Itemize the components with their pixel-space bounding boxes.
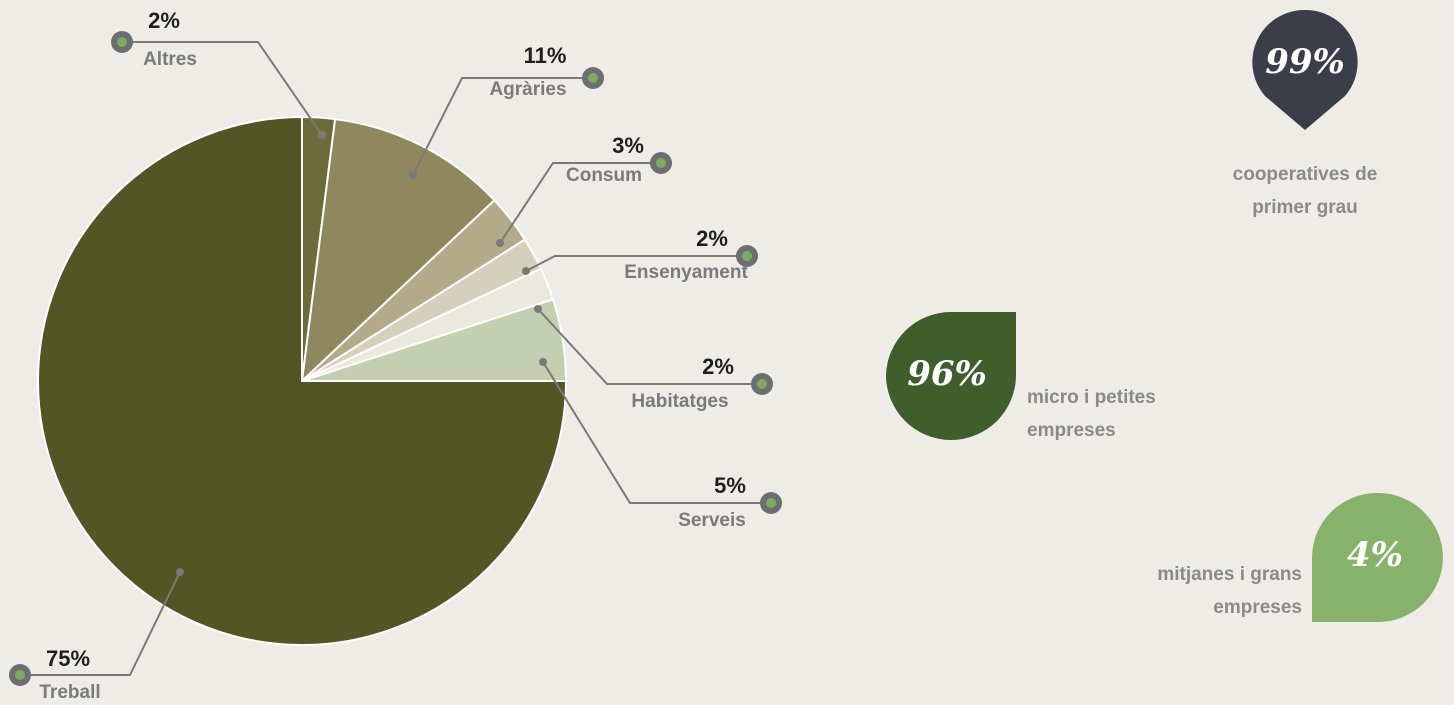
leader-end	[534, 305, 542, 313]
value-label: 75%	[46, 646, 90, 671]
category-label: Habitatges	[631, 391, 728, 412]
stat-value: 4%	[1347, 535, 1403, 575]
value-label: 3%	[612, 133, 644, 158]
value-label: 2%	[148, 8, 180, 33]
leader-end	[539, 358, 547, 366]
callout-dot-inner	[117, 37, 127, 47]
category-label: Consum	[566, 165, 642, 186]
category-label: Agràries	[489, 79, 566, 100]
leader-end	[522, 267, 530, 275]
leader-line	[537, 308, 762, 385]
callout-dot-inner	[742, 251, 752, 261]
stat-value: 96%	[907, 354, 987, 394]
leader-line	[412, 77, 593, 176]
leader-end	[496, 239, 504, 247]
stat-description: empreses	[1213, 597, 1302, 618]
category-label: Ensenyament	[624, 262, 748, 283]
category-label: Altres	[143, 49, 197, 70]
callout-dot-inner	[588, 73, 598, 83]
callout-dot-inner	[656, 158, 666, 168]
stat-description: micro i petites	[1027, 387, 1156, 408]
stat-shape	[1252, 9, 1358, 131]
pie-slice	[300, 117, 496, 384]
stat-value: 99%	[1265, 42, 1345, 82]
stat-shape	[886, 312, 1016, 440]
leader-line	[499, 162, 661, 244]
leader-line	[122, 41, 323, 136]
value-label: 2%	[702, 354, 734, 379]
stat-shape	[1312, 492, 1443, 623]
category-label: Treball	[39, 682, 100, 703]
leader-line	[525, 255, 747, 272]
pie-slice	[37, 115, 568, 646]
value-label: 2%	[696, 226, 728, 251]
category-label: Serveis	[678, 510, 746, 531]
stat-description: empreses	[1027, 420, 1116, 441]
value-label: 11%	[524, 43, 567, 68]
leader-end	[176, 568, 184, 576]
leader-line	[542, 361, 771, 504]
callout-dot-inner	[15, 670, 25, 680]
stat-description: cooperatives de	[1233, 164, 1378, 185]
leader-end	[409, 171, 417, 179]
stat-description: primer grau	[1252, 197, 1358, 218]
stat-description: mitjanes i grans	[1157, 564, 1302, 585]
leader-line	[20, 571, 181, 676]
leader-end	[318, 131, 326, 139]
callout-dot-inner	[766, 498, 776, 508]
value-label: 5%	[714, 473, 746, 498]
callout-dot-inner	[757, 379, 767, 389]
